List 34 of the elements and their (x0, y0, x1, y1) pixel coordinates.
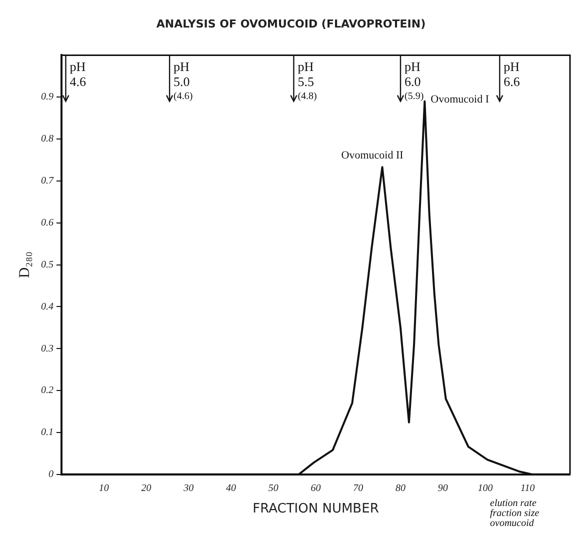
y-tick-label: 0.1 (41, 427, 54, 438)
ref-line-label: pH 5.0 (4.6) (174, 59, 193, 102)
y-tick-label: 0 (48, 469, 54, 480)
y-axis-title: D₂₈₀ (16, 252, 33, 278)
ref-line-label: pH 6.6 (504, 59, 520, 90)
x-tick-label: 100 (478, 483, 493, 494)
text: ovomucoid (490, 518, 535, 530)
x-tick-label: 10 (98, 483, 109, 494)
x-tick-label: 90 (438, 483, 448, 494)
x-tick-label: 110 (520, 483, 535, 494)
y-tick-label: 0.5 (41, 259, 54, 270)
annotation: Ovomucoid I (430, 94, 490, 106)
x-axis-title: FRACTION NUMBER (252, 502, 379, 517)
y-tick-label: 0.6 (41, 218, 54, 229)
x-tick-label: 60 (310, 483, 321, 494)
text: elution rate (490, 498, 537, 510)
y-tick-label: 0.2 (41, 385, 54, 396)
x-tick-label: 40 (226, 483, 236, 494)
ref-line-label: pH 5.5 (4.8) (298, 59, 317, 102)
x-tick-label: 30 (182, 483, 194, 494)
x-tick-label: 80 (396, 483, 406, 494)
y-tick-label: 0.3 (41, 343, 54, 354)
chart-title: ANALYSIS OF OVOMUCOID (FLAVOPROTEIN) (156, 17, 426, 30)
annotation: Ovomucoid II (341, 150, 404, 162)
ref-line-label: pH 6.0 (5.9) (404, 59, 424, 102)
text: fraction size (490, 508, 540, 520)
y-tick-label: 0.7 (41, 176, 54, 187)
y-tick-label: 0.4 (41, 301, 54, 312)
ref-line-label: pH 4.6 (70, 59, 86, 90)
x-tick-label: 70 (353, 483, 364, 494)
x-tick-label: 20 (141, 483, 152, 494)
y-tick-label: 0.9 (41, 92, 54, 103)
x-tick-label: 50 (268, 483, 278, 494)
y-tick-label: 0.8 (41, 134, 54, 145)
